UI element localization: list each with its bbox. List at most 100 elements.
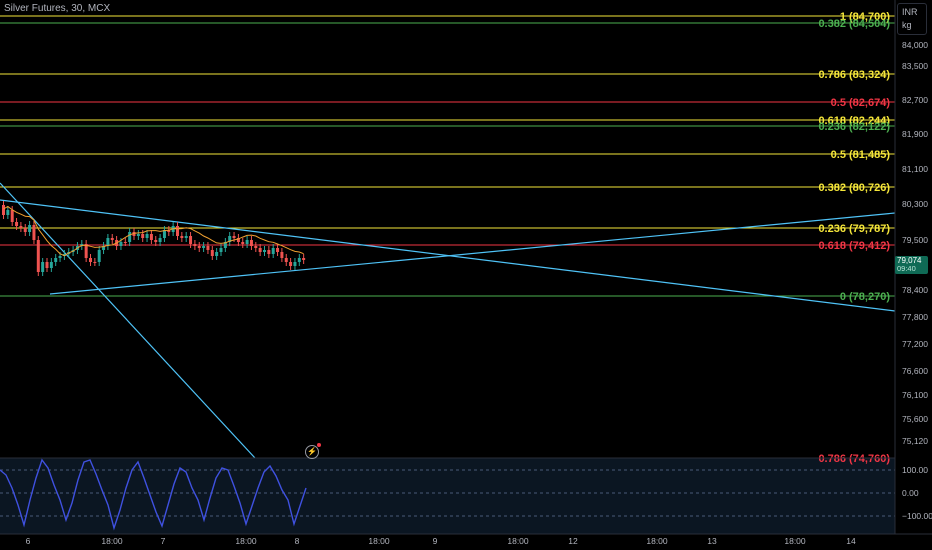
candle-body: [10, 210, 14, 222]
unit-selector[interactable]: INR kg: [897, 3, 927, 35]
price-axis-label: 80,300: [902, 199, 928, 209]
candle-body: [106, 238, 110, 246]
candle-body: [41, 262, 45, 272]
price-axis-label: 75,600: [902, 414, 928, 424]
currency-label: INR: [902, 7, 918, 17]
trendline-steep: [0, 182, 256, 459]
chart-title: Silver Futures, 30, MCX: [4, 3, 111, 14]
candle-body: [302, 258, 306, 260]
candle-body: [84, 244, 88, 258]
price-axis-label: 83,500: [902, 61, 928, 71]
candle-body: [15, 222, 19, 226]
fib-level-label: 0.5 (81,485): [831, 149, 891, 161]
time-axis-label: 12: [568, 536, 578, 546]
candle-body: [123, 242, 127, 243]
oscillator-line: [0, 458, 307, 531]
candle-body: [245, 240, 249, 244]
candle-body: [180, 236, 184, 238]
price-axis[interactable]: 84,000 83,500 82,700 81,900 81,100 80,300 79,5…: [902, 40, 928, 446]
fib-level-label: 0.786 (83,324): [818, 69, 890, 81]
candle-body: [293, 262, 297, 266]
candle-body: [149, 234, 153, 240]
candle-body: [132, 232, 136, 236]
candle-body: [258, 248, 262, 252]
candle-body: [62, 254, 66, 256]
candle-body: [184, 236, 188, 238]
candle-body: [58, 256, 62, 258]
fib-level-label: 1 (84,700): [840, 11, 890, 23]
price-axis-label: 77,800: [902, 312, 928, 322]
candle-body: [32, 225, 36, 240]
current-price-value: 79,074: [897, 256, 922, 265]
candle-body: [228, 236, 232, 242]
trendlines[interactable]: [0, 182, 896, 459]
fib-level-label: 0.236 (79,787): [818, 223, 890, 235]
candle-body: [267, 250, 271, 254]
candle-body: [128, 232, 132, 242]
candle-body: [23, 228, 27, 232]
candle-body: [193, 244, 197, 246]
time-axis-label: 7: [161, 536, 166, 546]
candle-body: [110, 238, 114, 240]
fib-level-label: 0.786 (74,760): [818, 453, 890, 465]
candle-body: [49, 262, 53, 268]
price-axis-label: 82,700: [902, 95, 928, 105]
oscillator-axis-label: 0.00: [902, 488, 919, 498]
candle-body: [263, 250, 266, 252]
price-axis-label: 81,900: [902, 129, 928, 139]
oscillator-axis-label: 100.00: [902, 465, 928, 475]
fib-level-label: 0.382 (84,504): [818, 18, 890, 30]
bar-countdown-timer: 09:40: [897, 264, 916, 273]
price-axis-label: 76,600: [902, 366, 928, 376]
candle-body: [154, 240, 158, 242]
fib-level-label: 0 (78,270): [840, 291, 890, 303]
oscillator-axis[interactable]: 100.00 0.00 −100.00: [902, 465, 932, 521]
time-axis-label: 18:00: [235, 536, 257, 546]
candle-body: [97, 250, 101, 262]
candle-body: [45, 262, 49, 268]
fib-level-label: 0.5 (82,674): [831, 97, 891, 109]
candle-body: [176, 226, 179, 236]
candle-body: [280, 252, 284, 258]
candle-body: [141, 234, 145, 238]
candle-body: [249, 240, 253, 246]
candle-body: [223, 242, 227, 248]
fib-level-label: 0.618 (82,244): [818, 115, 890, 127]
candle-body: [162, 230, 166, 238]
candle-body: [219, 248, 223, 252]
oscillator-pane: [0, 458, 895, 534]
trendline-lower: [49, 212, 896, 295]
time-axis[interactable]: 6 18:00 7 18:00 8 18:00 9 18:00 12 18:00 13 18:00 14: [26, 536, 856, 546]
oscillator-axis-label: −100.00: [902, 511, 932, 521]
fibonacci-retracement[interactable]: 1 (84,700)0.382 (84,504) 0.786 (83,324) 0.…: [0, 11, 895, 465]
candle-body: [19, 226, 23, 228]
lightning-icon[interactable]: ⚡: [305, 443, 321, 459]
candle-body: [36, 240, 40, 272]
candle-body: [241, 242, 245, 244]
candle-body: [89, 258, 92, 262]
price-axis-label: 78,400: [902, 285, 928, 295]
candle-body: [167, 230, 171, 232]
candle-body: [236, 238, 240, 242]
candle-body: [206, 246, 210, 250]
candle-body: [271, 248, 275, 254]
fib-level-label: 0.618 (79,412): [818, 240, 890, 252]
price-axis-label: 77,200: [902, 339, 928, 349]
candle-body: [284, 258, 288, 262]
time-axis-label: 18:00: [646, 536, 668, 546]
candle-body: [119, 242, 123, 246]
candle-body: [136, 234, 140, 236]
time-axis-label: 14: [846, 536, 856, 546]
candle-body: [102, 246, 106, 250]
candle-body: [54, 258, 58, 262]
candle-body: [276, 248, 280, 252]
candle-body: [297, 258, 301, 262]
candlestick-series: [2, 201, 306, 276]
time-axis-label: 13: [707, 536, 717, 546]
current-price-tag: 79,074 09:40: [895, 256, 928, 274]
candle-body: [202, 246, 206, 248]
time-axis-label: 8: [295, 536, 300, 546]
candle-body: [158, 238, 162, 242]
price-axis-label: 75,120: [902, 436, 928, 446]
